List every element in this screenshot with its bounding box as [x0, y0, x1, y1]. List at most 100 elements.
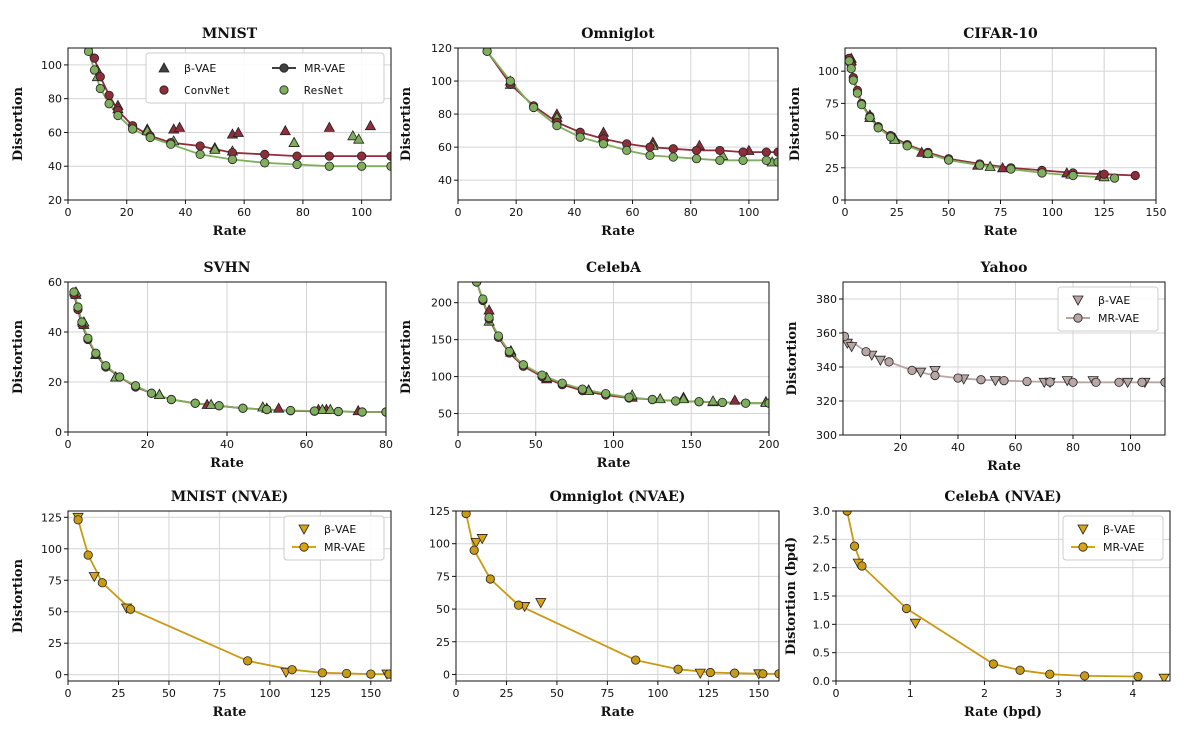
mrvae-point — [975, 160, 985, 170]
beta-vae-point — [476, 534, 488, 545]
x-tick-label: 60 — [626, 206, 640, 219]
beta-vae-point — [677, 392, 690, 404]
beta-vae-point — [694, 668, 706, 679]
y-tick-label: 25 — [436, 636, 450, 649]
x-tick-label: 50 — [942, 206, 956, 219]
beta-vae-point — [316, 403, 329, 414]
mrvae-point — [243, 656, 253, 666]
mrvae-point — [846, 64, 856, 74]
beta-vae-point — [364, 119, 377, 131]
mrvae-point — [262, 404, 272, 415]
y-tick-label: 2.5 — [813, 533, 831, 546]
mrvae-point — [907, 365, 917, 375]
beta-vae-point — [288, 136, 300, 147]
legend: β-VAE MR-VAE ConvNet ResNet — [145, 52, 385, 104]
mrvae-point — [195, 149, 205, 159]
beta-vae-point — [535, 598, 547, 609]
mrvae-point — [631, 655, 641, 665]
plot-area — [843, 331, 1165, 389]
x-tick-label: 25 — [890, 206, 904, 219]
chart-panel-5: 0 50 100 150 200 50 100 150 200 CelebA Rate Distort… — [399, 260, 780, 471]
mrvae-point — [1099, 169, 1109, 179]
beta-vae-point — [707, 395, 719, 406]
y-tick-label: 60 — [48, 126, 62, 139]
mrvae-point — [537, 370, 547, 380]
x-tick-label: 75 — [212, 687, 226, 700]
beta-vae-point — [874, 355, 887, 367]
series-line-resnet — [475, 282, 769, 405]
chart-panel-7: 0 25 50 75 100 125 150 0 25 50 75 100 125 MNIST (NVAE… — [11, 489, 392, 720]
beta-vae-point — [654, 392, 666, 404]
legend-box — [1062, 515, 1164, 561]
mrvae-point — [1080, 671, 1090, 681]
legend-marker — [158, 62, 170, 73]
mrvae-point — [1137, 377, 1147, 387]
y-tick-label: 40 — [48, 326, 62, 339]
mrvae-point — [73, 515, 83, 525]
legend-marker — [279, 85, 289, 95]
mrvae-point — [668, 152, 678, 162]
x-tick-label: 60 — [1009, 441, 1023, 454]
x-tick-label: 125 — [1094, 206, 1115, 219]
chart-title: MNIST — [202, 26, 258, 42]
x-tick-label: 60 — [237, 206, 251, 219]
series-line-convnet — [73, 294, 386, 413]
y-tick-label: 120 — [431, 42, 452, 55]
legend-label: β-VAE — [324, 523, 356, 536]
y-tick-label: 60 — [438, 141, 452, 154]
legend: β-VAE MR-VAE — [283, 515, 385, 561]
plot-area — [69, 286, 386, 417]
x-axis-label: Rate — [210, 456, 244, 471]
y-tick-label: 40 — [438, 174, 452, 187]
legend-marker — [299, 542, 309, 552]
mrvae-point — [705, 667, 715, 678]
mrvae-point — [317, 668, 327, 678]
mrvae-point — [493, 331, 504, 341]
y-axis-label: Distortion — [399, 319, 414, 394]
mrvae-point — [166, 394, 176, 405]
y-tick-label: 125 — [41, 511, 62, 524]
mrvae-point — [886, 132, 896, 142]
legend-marker — [1073, 313, 1083, 323]
y-tick-label: 25 — [825, 162, 839, 175]
mrvae-point — [691, 154, 702, 164]
y-tick-label: 50 — [436, 603, 450, 616]
legend-label: β-VAE — [1098, 294, 1130, 307]
legend-label: ResNet — [304, 84, 344, 97]
mrvae-point — [988, 659, 998, 669]
x-tick-label: 80 — [1066, 441, 1080, 454]
beta-vae-point — [205, 398, 217, 409]
x-tick-label: 0 — [65, 206, 72, 219]
y-tick-label: 50 — [438, 408, 452, 421]
mrvae-point — [976, 375, 986, 385]
beta-vae-point — [272, 402, 285, 413]
mrvae-point — [647, 394, 657, 405]
legend-marker — [298, 524, 310, 535]
legend-box — [283, 515, 385, 561]
mrvae-point — [357, 161, 367, 171]
y-tick-label: 50 — [48, 606, 62, 619]
y-tick-label: 0 — [832, 194, 839, 207]
chart-title: Omniglot — [581, 26, 655, 42]
chart-title: MNIST (NVAE) — [171, 489, 289, 505]
mrvae-point — [166, 139, 176, 149]
beta-vae-point — [470, 537, 482, 549]
y-tick-label: 320 — [816, 395, 837, 408]
legend-label: MR-VAE — [324, 541, 365, 554]
chart-panel-6: 20 40 60 80 100 300 320 340 360 380 Yahoo Rate Disto… — [785, 260, 1166, 474]
x-tick-label: 0 — [833, 687, 840, 700]
x-axis-label: Rate — [601, 224, 635, 239]
x-tick-label: 0 — [455, 438, 462, 451]
plot-frame — [457, 47, 779, 201]
legend: β-VAE MR-VAE — [1062, 515, 1164, 561]
x-tick-label: 125 — [698, 687, 719, 700]
mrvae-point — [843, 331, 850, 341]
mrvae-point — [287, 665, 297, 675]
beta-vae-point — [996, 161, 1009, 173]
mrvae-point — [309, 406, 320, 416]
mrvae-point — [260, 158, 270, 168]
y-tick-label: 60 — [48, 276, 62, 289]
legend-label: β-VAE — [184, 62, 216, 75]
mrvae-point — [95, 72, 105, 82]
x-axis-label: Rate — [987, 459, 1021, 474]
